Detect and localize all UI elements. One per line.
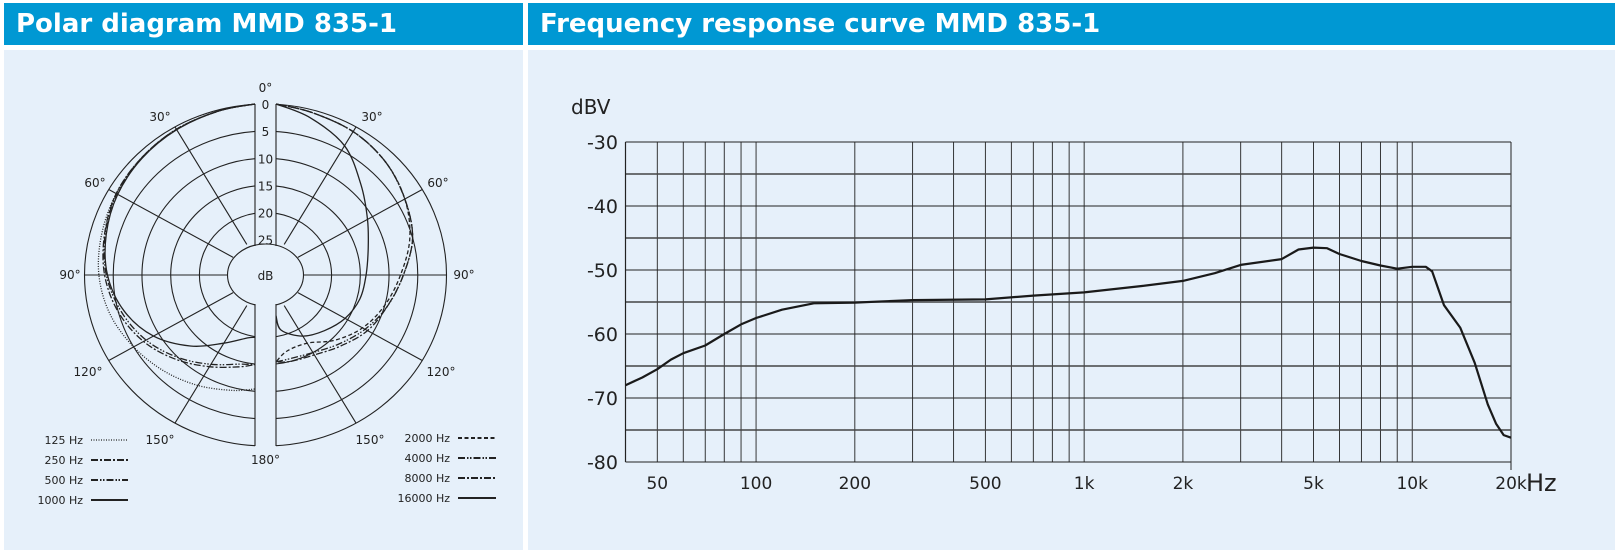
legend-label: 500 Hz — [44, 474, 83, 487]
polar-angle-label-90: 90° — [59, 268, 80, 282]
y-tick-label: -40 — [587, 196, 618, 218]
polar-curve-2000hz — [275, 103, 411, 363]
legend-label: 16000 Hz — [397, 492, 450, 505]
polar-curve-8000hz — [275, 103, 414, 363]
polar-spoke-120 — [108, 292, 234, 361]
x-tick-label: 100 — [740, 474, 772, 494]
polar-title: Polar diagram MMD 835-1 — [4, 3, 523, 45]
polar-curve-1000hz — [104, 103, 256, 347]
legend-label: 250 Hz — [44, 454, 83, 467]
polar-spoke-30 — [174, 126, 248, 245]
y-axis-label: dBV — [571, 95, 611, 119]
legend-label: 2000 Hz — [404, 432, 450, 445]
legend-label: 4000 Hz — [404, 452, 450, 465]
legend-label: 125 Hz — [44, 434, 83, 447]
polar-angle-label-60: 60° — [84, 176, 105, 190]
polar-ring-label: 20 — [258, 207, 273, 221]
polar-angle-label-150: 150° — [146, 433, 175, 447]
y-tick-label: -50 — [587, 260, 618, 282]
y-tick-label: -80 — [587, 452, 618, 474]
frequency-title: Frequency response curve MMD 835-1 — [528, 3, 1615, 45]
polar-spoke-120 — [297, 292, 423, 361]
legend-label: 8000 Hz — [404, 472, 450, 485]
polar-ring-label: 15 — [258, 179, 273, 193]
x-tick-label: 5k — [1303, 474, 1324, 494]
x-tick-label: 1k — [1074, 474, 1095, 494]
polar-angle-label-120: 120° — [74, 365, 103, 379]
legend-label: 1000 Hz — [37, 494, 83, 507]
x-tick-label: 50 — [646, 474, 668, 494]
x-tick-label: 20k — [1495, 474, 1527, 494]
polar-ring-label: 10 — [258, 152, 273, 166]
polar-angle-label-180: 180° — [251, 453, 280, 467]
polar-spoke-30 — [283, 126, 357, 245]
polar-ring-label: 25 — [258, 234, 273, 248]
polar-ring-label: 0 — [262, 98, 270, 112]
x-tick-label: 10k — [1396, 474, 1428, 494]
x-tick-label: 500 — [969, 474, 1001, 494]
polar-spoke-150 — [283, 305, 357, 424]
y-tick-label: -30 — [587, 132, 618, 154]
polar-curve-16000hz — [275, 103, 370, 337]
x-tick-label: 200 — [839, 474, 871, 494]
x-tick-label: 2k — [1173, 474, 1194, 494]
polar-diagram: 0 5 10 15 20 25 dB 0° 30° 30° 60° 60° 90° 90° 120° 120°… — [37, 81, 496, 507]
polar-angle-label-30: 30° — [361, 110, 382, 124]
frequency-response-line — [625, 246, 1512, 439]
y-tick-label: -70 — [587, 388, 618, 410]
polar-angle-label-120: 120° — [427, 365, 456, 379]
polar-angle-label-90: 90° — [453, 268, 474, 282]
frequency-panel — [528, 50, 1615, 550]
polar-angle-label-150: 150° — [356, 433, 385, 447]
polar-unit-label: dB — [258, 269, 274, 283]
polar-axis-strip-lower — [255, 275, 276, 450]
polar-spoke-60 — [297, 189, 423, 258]
polar-angle-label-0: 0° — [259, 81, 273, 95]
polar-ring-label: 5 — [262, 125, 270, 139]
polar-angle-label-30: 30° — [149, 110, 170, 124]
polar-angle-label-60: 60° — [427, 176, 448, 190]
x-axis-label: Hz — [1526, 469, 1557, 497]
polar-spoke-60 — [108, 189, 234, 258]
y-tick-label: -60 — [587, 324, 618, 346]
